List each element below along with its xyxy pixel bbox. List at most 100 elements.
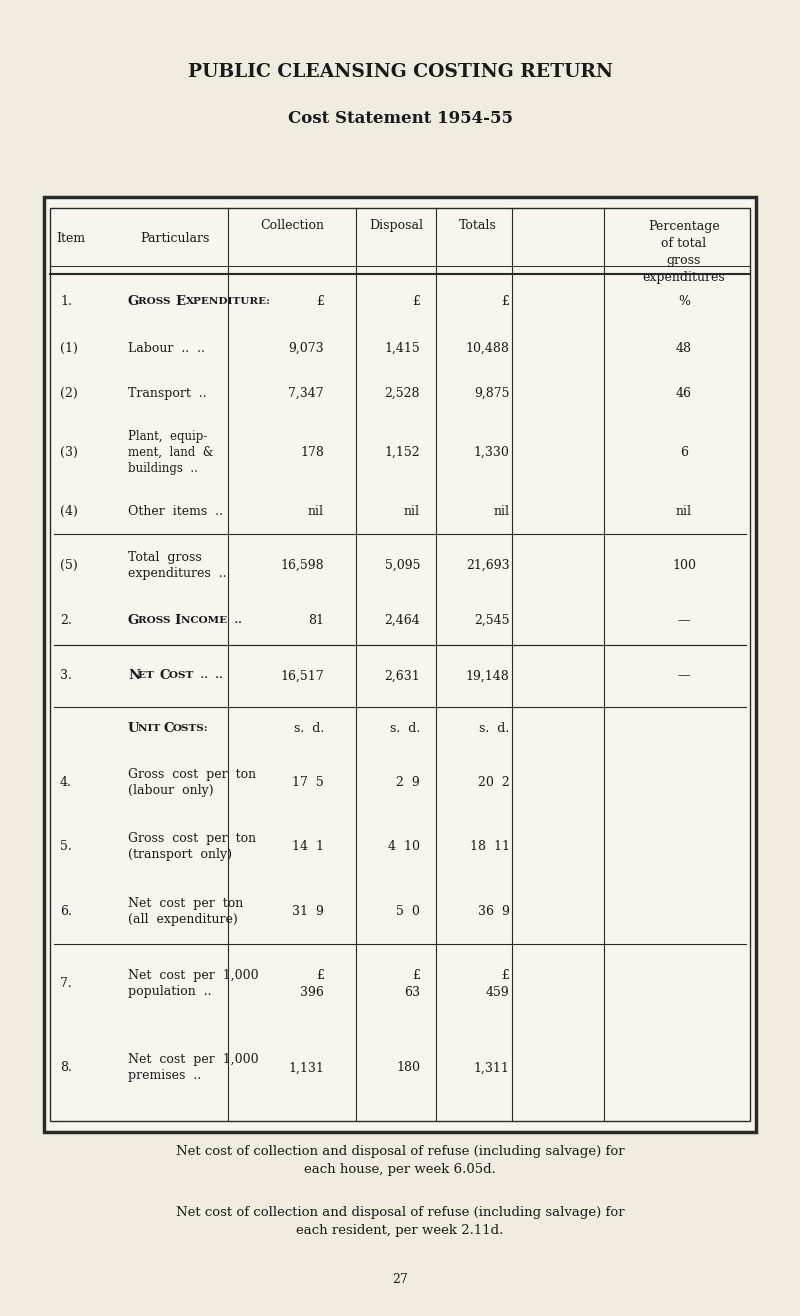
- Text: s.  d.: s. d.: [294, 722, 324, 734]
- Text: ROSS: ROSS: [138, 297, 174, 305]
- Text: 46: 46: [676, 387, 692, 400]
- Text: U: U: [128, 722, 139, 734]
- Text: Net cost of collection and disposal of refuse (including salvage) for
each resid: Net cost of collection and disposal of r…: [176, 1205, 624, 1237]
- Text: Net  cost  per  1,000
population  ..: Net cost per 1,000 population ..: [128, 969, 258, 999]
- Text: OST  ..  ..: OST .. ..: [169, 671, 222, 680]
- Text: 48: 48: [676, 342, 692, 355]
- Text: 36  9: 36 9: [478, 905, 510, 917]
- Text: 2,631: 2,631: [384, 670, 420, 682]
- Text: C: C: [163, 722, 174, 734]
- Text: XPENDITURE:: XPENDITURE:: [186, 297, 270, 305]
- Text: 10,488: 10,488: [466, 342, 510, 355]
- Text: (2): (2): [60, 387, 78, 400]
- Text: Cost Statement 1954-55: Cost Statement 1954-55: [287, 111, 513, 126]
- Text: 8.: 8.: [60, 1062, 72, 1074]
- Text: Gross  cost  per  ton
(transport  only): Gross cost per ton (transport only): [128, 832, 256, 862]
- Text: 31  9: 31 9: [292, 905, 324, 917]
- Text: nil: nil: [494, 505, 510, 519]
- Text: Collection: Collection: [260, 220, 324, 232]
- Text: 1.: 1.: [60, 295, 72, 308]
- Text: Transport  ..: Transport ..: [128, 387, 206, 400]
- Text: 1,152: 1,152: [384, 446, 420, 459]
- Text: 5  0: 5 0: [396, 905, 420, 917]
- Text: Particulars: Particulars: [140, 233, 210, 245]
- Text: nil: nil: [676, 505, 692, 519]
- Text: 1,330: 1,330: [474, 446, 510, 459]
- Text: ET: ET: [138, 671, 158, 680]
- Text: I: I: [174, 615, 181, 626]
- Text: (4): (4): [60, 505, 78, 519]
- Text: Other  items  ..: Other items ..: [128, 505, 223, 519]
- Text: (5): (5): [60, 559, 78, 571]
- Text: £: £: [412, 295, 420, 308]
- Text: s.  d.: s. d.: [390, 722, 420, 734]
- Text: 180: 180: [396, 1062, 420, 1074]
- Text: (3): (3): [60, 446, 78, 459]
- Text: Net cost of collection and disposal of refuse (including salvage) for
each house: Net cost of collection and disposal of r…: [176, 1145, 624, 1177]
- Text: Labour  ..  ..: Labour .. ..: [128, 342, 205, 355]
- Text: 20  2: 20 2: [478, 776, 510, 788]
- Text: 2,528: 2,528: [385, 387, 420, 400]
- Text: Plant,  equip-
ment,  land  &
buildings  ..: Plant, equip- ment, land & buildings ..: [128, 430, 214, 475]
- Bar: [50, 208, 750, 1121]
- Text: C: C: [159, 670, 170, 682]
- Text: 27: 27: [392, 1273, 408, 1286]
- Text: Total  gross
expenditures  ..: Total gross expenditures ..: [128, 550, 226, 580]
- Text: 9,875: 9,875: [474, 387, 510, 400]
- Text: Percentage
of total
gross
expenditures: Percentage of total gross expenditures: [642, 220, 726, 284]
- Text: 5,095: 5,095: [385, 559, 420, 571]
- Text: G: G: [128, 295, 139, 308]
- Text: 2  9: 2 9: [396, 776, 420, 788]
- Text: 6: 6: [680, 446, 688, 459]
- Text: s.  d.: s. d.: [479, 722, 510, 734]
- Text: 178: 178: [300, 446, 324, 459]
- Text: 2,545: 2,545: [474, 615, 510, 626]
- Text: 5.: 5.: [60, 841, 72, 853]
- Text: ROSS: ROSS: [138, 616, 174, 625]
- Text: 3.: 3.: [60, 670, 72, 682]
- Text: 7.: 7.: [60, 978, 72, 990]
- Text: 16,598: 16,598: [280, 559, 324, 571]
- Text: £
459: £ 459: [486, 969, 510, 999]
- Text: £
63: £ 63: [404, 969, 420, 999]
- Text: Totals: Totals: [458, 220, 497, 232]
- Text: Net  cost  per  ton
(all  expenditure): Net cost per ton (all expenditure): [128, 896, 243, 926]
- Text: OSTS:: OSTS:: [173, 724, 209, 733]
- Text: (1): (1): [60, 342, 78, 355]
- Text: NIT: NIT: [138, 724, 164, 733]
- Text: nil: nil: [404, 505, 420, 519]
- Text: 1,131: 1,131: [288, 1062, 324, 1074]
- Text: Disposal: Disposal: [369, 220, 423, 232]
- Text: 4  10: 4 10: [388, 841, 420, 853]
- Text: 100: 100: [672, 559, 696, 571]
- Text: 2.: 2.: [60, 615, 72, 626]
- Text: 1,415: 1,415: [384, 342, 420, 355]
- Text: 19,148: 19,148: [466, 670, 510, 682]
- Text: Gross  cost  per  ton
(labour  only): Gross cost per ton (labour only): [128, 767, 256, 797]
- Text: N: N: [128, 670, 140, 682]
- Text: G: G: [128, 615, 139, 626]
- Text: 81: 81: [308, 615, 324, 626]
- Text: £
396: £ 396: [300, 969, 324, 999]
- Text: —: —: [678, 670, 690, 682]
- Text: 17  5: 17 5: [292, 776, 324, 788]
- Text: 16,517: 16,517: [280, 670, 324, 682]
- Text: 7,347: 7,347: [288, 387, 324, 400]
- Text: 2,464: 2,464: [384, 615, 420, 626]
- Text: %: %: [678, 295, 690, 308]
- Text: 4.: 4.: [60, 776, 72, 788]
- Text: 18  11: 18 11: [470, 841, 510, 853]
- Text: £: £: [316, 295, 324, 308]
- Text: 21,693: 21,693: [466, 559, 510, 571]
- Text: Net  cost  per  1,000
premises  ..: Net cost per 1,000 premises ..: [128, 1053, 258, 1083]
- Text: 14  1: 14 1: [292, 841, 324, 853]
- Text: 6.: 6.: [60, 905, 72, 917]
- Text: £: £: [502, 295, 510, 308]
- Text: 9,073: 9,073: [288, 342, 324, 355]
- Text: 1,311: 1,311: [474, 1062, 510, 1074]
- Text: NCOME  ..: NCOME ..: [181, 616, 242, 625]
- Text: Item: Item: [56, 233, 85, 245]
- Text: —: —: [678, 615, 690, 626]
- Text: E: E: [175, 295, 185, 308]
- Text: nil: nil: [308, 505, 324, 519]
